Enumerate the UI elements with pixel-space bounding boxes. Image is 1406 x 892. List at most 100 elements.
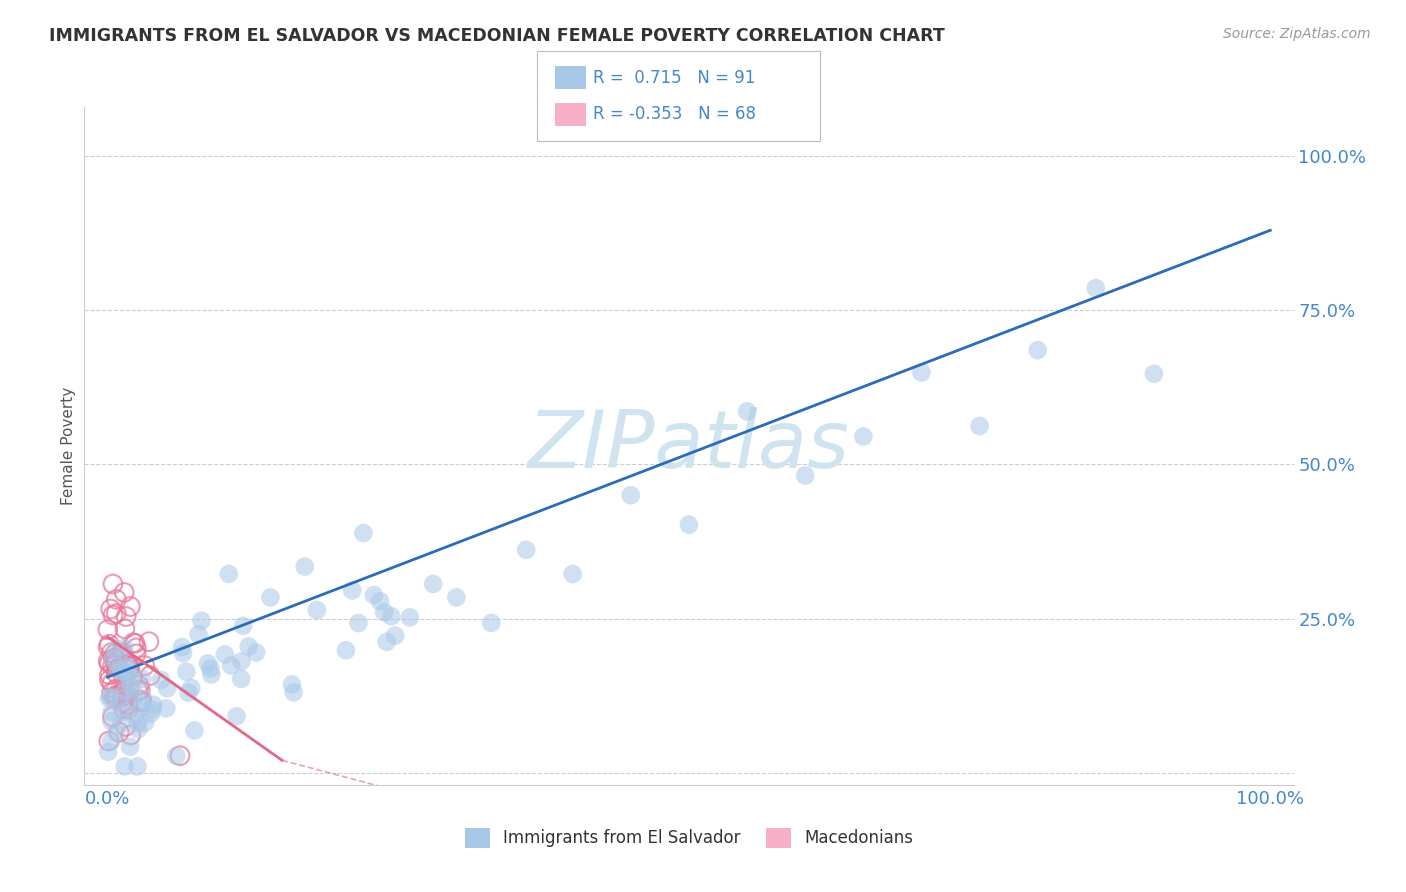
- Point: [1143, 367, 1166, 381]
- Point: [107, 690, 129, 704]
- Point: [190, 614, 212, 628]
- Point: [114, 659, 136, 673]
- Point: [128, 678, 150, 692]
- Point: [375, 635, 398, 649]
- Point: [347, 615, 370, 630]
- Point: [141, 703, 163, 717]
- Point: [149, 673, 172, 687]
- Point: [678, 517, 700, 532]
- Point: [138, 634, 160, 648]
- Point: [131, 693, 153, 707]
- Point: [114, 640, 136, 655]
- Point: [281, 677, 304, 691]
- Point: [101, 710, 124, 724]
- Point: [101, 608, 124, 623]
- Point: [127, 759, 149, 773]
- Point: [97, 734, 120, 748]
- Point: [134, 658, 156, 673]
- Point: [100, 733, 122, 747]
- Point: [124, 708, 146, 723]
- Point: [108, 696, 131, 710]
- Point: [479, 615, 502, 630]
- Point: [170, 640, 193, 654]
- Point: [108, 647, 131, 661]
- Point: [177, 685, 200, 699]
- Text: R =  0.715   N = 91: R = 0.715 N = 91: [593, 69, 755, 87]
- Point: [232, 619, 254, 633]
- Point: [98, 657, 121, 671]
- Point: [104, 658, 127, 673]
- Point: [122, 636, 145, 650]
- Point: [114, 719, 136, 733]
- Point: [446, 591, 468, 605]
- Point: [100, 714, 122, 728]
- Point: [101, 652, 124, 666]
- Point: [118, 662, 141, 676]
- Point: [180, 681, 202, 695]
- Point: [120, 728, 142, 742]
- Point: [122, 690, 145, 705]
- Point: [172, 646, 194, 660]
- Point: [104, 656, 127, 670]
- Point: [112, 696, 135, 710]
- Legend: Immigrants from El Salvador, Macedonians: Immigrants from El Salvador, Macedonians: [458, 821, 920, 855]
- Point: [363, 588, 385, 602]
- Point: [165, 748, 187, 763]
- Point: [134, 715, 156, 730]
- Point: [969, 419, 991, 434]
- Point: [129, 695, 152, 709]
- Point: [125, 640, 148, 655]
- Point: [98, 667, 121, 681]
- Point: [231, 654, 253, 668]
- Text: R = -0.353   N = 68: R = -0.353 N = 68: [593, 105, 756, 123]
- Point: [111, 668, 134, 682]
- Point: [219, 658, 242, 673]
- Point: [422, 577, 444, 591]
- Point: [305, 603, 328, 617]
- Point: [101, 705, 124, 719]
- Point: [155, 701, 177, 715]
- Point: [100, 685, 122, 699]
- Point: [101, 676, 124, 690]
- Point: [97, 623, 120, 637]
- Point: [97, 640, 120, 654]
- Point: [105, 607, 128, 621]
- Point: [120, 739, 142, 754]
- Point: [131, 672, 153, 686]
- Point: [97, 745, 120, 759]
- Text: Source: ZipAtlas.com: Source: ZipAtlas.com: [1223, 27, 1371, 41]
- Point: [111, 685, 134, 699]
- Point: [117, 688, 139, 702]
- Point: [131, 699, 153, 714]
- Point: [139, 668, 162, 682]
- Point: [100, 602, 122, 616]
- Point: [104, 681, 127, 696]
- Point: [97, 654, 120, 668]
- Point: [352, 526, 374, 541]
- Point: [283, 685, 305, 699]
- Point: [117, 697, 139, 711]
- Point: [115, 666, 138, 681]
- Point: [515, 542, 537, 557]
- Point: [107, 661, 129, 675]
- Y-axis label: Female Poverty: Female Poverty: [60, 387, 76, 505]
- Point: [98, 673, 121, 688]
- Point: [118, 701, 141, 715]
- Point: [127, 716, 149, 731]
- Point: [127, 723, 149, 737]
- Point: [103, 647, 125, 661]
- Point: [129, 683, 152, 698]
- Point: [111, 646, 134, 660]
- Point: [98, 637, 121, 651]
- Point: [104, 643, 127, 657]
- Point: [214, 648, 236, 662]
- Point: [225, 709, 247, 723]
- Point: [114, 622, 136, 636]
- Point: [121, 670, 143, 684]
- Point: [112, 705, 135, 719]
- Point: [101, 658, 124, 673]
- Point: [342, 583, 364, 598]
- Point: [107, 663, 129, 677]
- Point: [373, 605, 395, 619]
- Point: [197, 657, 219, 671]
